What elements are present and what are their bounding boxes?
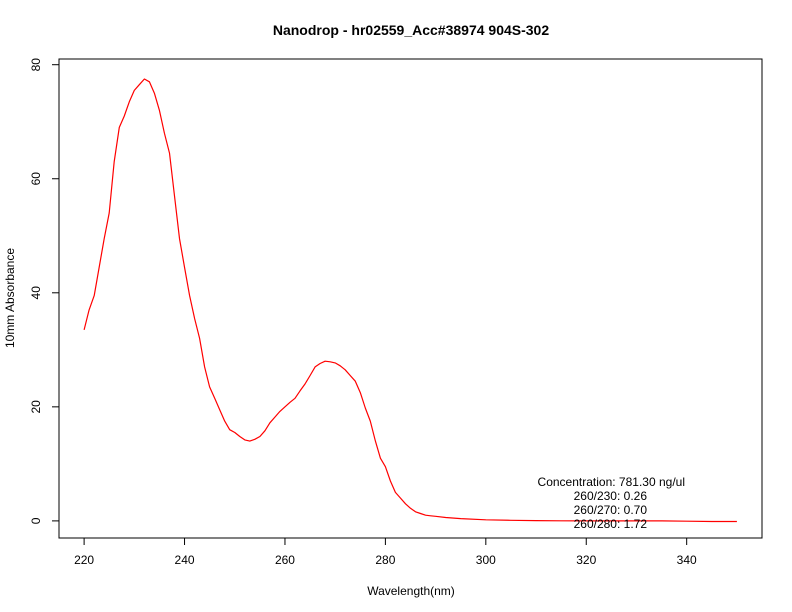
x-tick-label: 280 — [375, 553, 395, 567]
x-tick-label: 340 — [677, 553, 697, 567]
y-tick-label: 60 — [29, 172, 43, 186]
series-layer — [83, 78, 737, 523]
concentration-annotation: Concentration: 781.30 ng/ul — [538, 475, 685, 489]
x-tick-label: 240 — [175, 553, 195, 567]
plot-frame — [58, 58, 763, 539]
y-axis-label: 10mm Absorbance — [3, 248, 17, 348]
y-tick-label: 40 — [29, 286, 43, 300]
y-tick-label: 80 — [29, 58, 43, 72]
x-axis: 220 240 260 280 300 320 340 — [74, 538, 697, 567]
y-tick-label: 20 — [29, 400, 43, 414]
annotation-block: Concentration: 781.30 ng/ul 260/230: 0.2… — [538, 475, 685, 531]
x-tick-label: 220 — [74, 553, 94, 567]
absorbance-line — [83, 78, 737, 523]
ratio-260-280-annotation: 260/280: 1.72 — [574, 517, 648, 531]
x-tick-label: 320 — [576, 553, 596, 567]
ratio-260-230-annotation: 260/230: 0.26 — [574, 489, 648, 503]
x-tick-label: 300 — [476, 553, 496, 567]
y-axis: 0 20 40 60 80 — [29, 58, 59, 524]
x-axis-label: Wavelength(nm) — [367, 584, 455, 598]
ratio-260-270-annotation: 260/270: 0.70 — [574, 503, 648, 517]
chart-title: Nanodrop - hr02559_Acc#38974 904S-302 — [273, 22, 549, 38]
y-tick-label: 0 — [29, 517, 43, 524]
x-tick-label: 260 — [275, 553, 295, 567]
